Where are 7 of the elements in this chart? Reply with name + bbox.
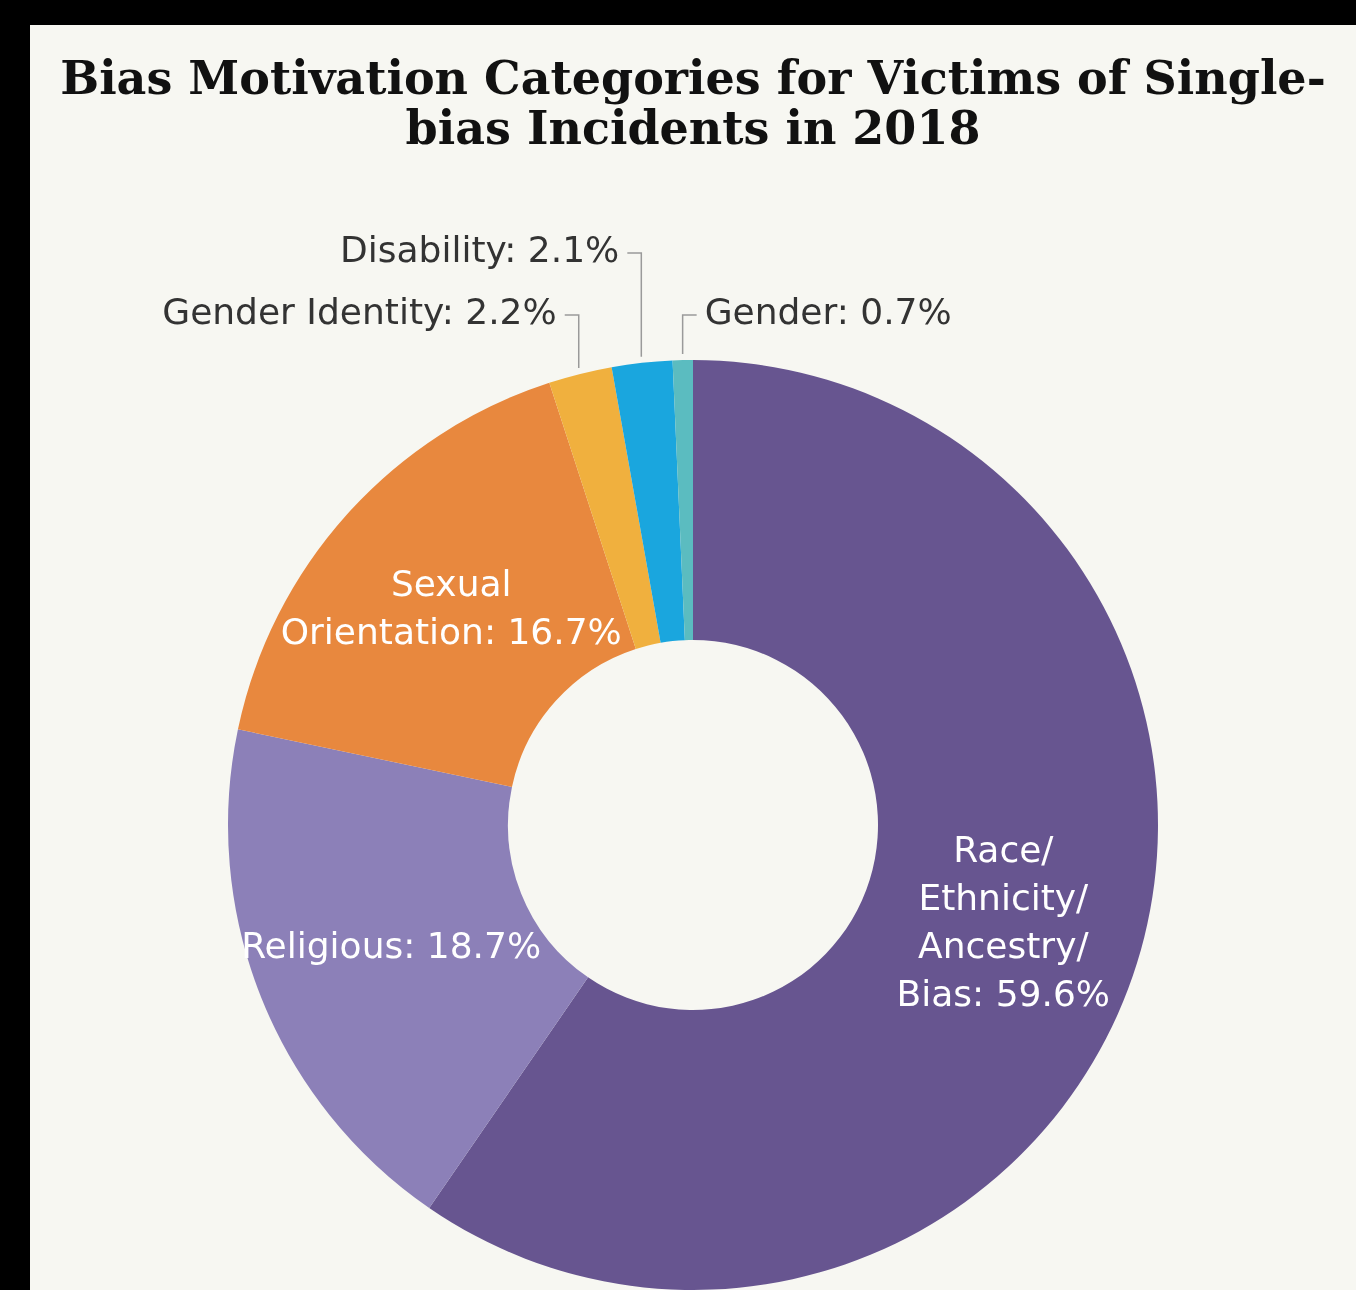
slice-label: Gender Identity: 2.2%	[162, 291, 557, 333]
slice-label: Religious: 18.7%	[241, 924, 542, 966]
slice-label: Gender: 0.7%	[704, 291, 952, 333]
slice-label: Sexual Orientation: 16.7%	[280, 561, 622, 654]
slice-label: Race/Ethnicity/Ancestry/Bias: 59.6%	[896, 827, 1111, 1016]
chart-title: Bias Motivation Categories for Victims of Single-bias Incidents in 2018	[59, 51, 1327, 155]
slice-label: Disability: 2.1%	[340, 229, 620, 271]
